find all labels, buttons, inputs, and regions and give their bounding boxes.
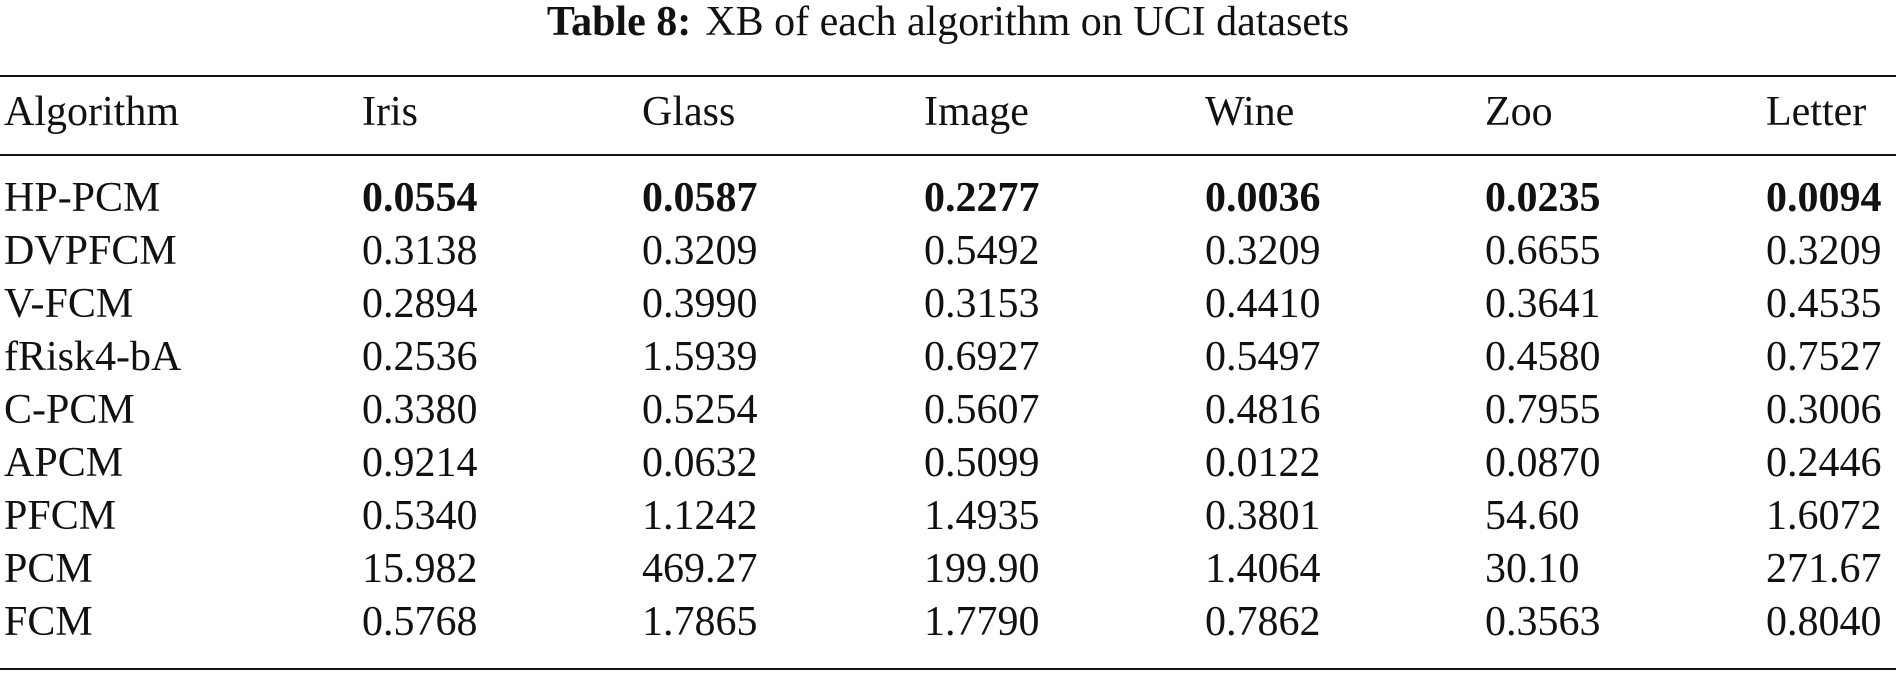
table-cell: 0.5340 xyxy=(362,493,478,539)
caption-label: Table 8: xyxy=(546,0,692,45)
table-cell: 0.2277 xyxy=(924,175,1040,221)
table-cell: 0.9214 xyxy=(362,440,478,486)
table-cell: 0.0122 xyxy=(1205,440,1321,486)
header-cell: Zoo xyxy=(1485,89,1553,135)
table-cell: 0.6655 xyxy=(1485,228,1601,274)
bottom-rule xyxy=(0,668,1896,670)
table-cell: 0.4580 xyxy=(1485,334,1601,380)
table-cell: 0.2536 xyxy=(362,334,478,380)
table-cell: 0.5497 xyxy=(1205,334,1321,380)
header-cell: Wine xyxy=(1205,89,1295,135)
table-cell: 0.4816 xyxy=(1205,387,1321,433)
table-cell: 54.60 xyxy=(1485,493,1580,539)
table-cell: 1.1242 xyxy=(642,493,758,539)
row-label: HP-PCM xyxy=(4,175,161,221)
table-cell: 0.4410 xyxy=(1205,281,1321,327)
header-cell: Glass xyxy=(642,89,736,135)
table-cell: 1.4064 xyxy=(1205,546,1321,592)
table-cell: 0.0235 xyxy=(1485,175,1601,221)
table-cell: 1.4935 xyxy=(924,493,1040,539)
table-cell: 0.5768 xyxy=(362,599,478,645)
table-cell: 0.4535 xyxy=(1766,281,1882,327)
table-cell: 1.7865 xyxy=(642,599,758,645)
table-cell: 30.10 xyxy=(1485,546,1580,592)
table-cell: 15.982 xyxy=(362,546,478,592)
table-cell: 0.0036 xyxy=(1205,175,1321,221)
header-cell: Iris xyxy=(362,89,418,135)
table-cell: 0.3563 xyxy=(1485,599,1601,645)
table-cell: 0.0587 xyxy=(642,175,758,221)
table-cell: 0.7955 xyxy=(1485,387,1601,433)
header-cell: Letter xyxy=(1766,89,1867,135)
table-cell: 0.2894 xyxy=(362,281,478,327)
table-cell: 0.3641 xyxy=(1485,281,1601,327)
table-cell: 0.2446 xyxy=(1766,440,1882,486)
table-cell: 0.0094 xyxy=(1766,175,1882,221)
caption-text: XB of each algorithm on UCI datasets xyxy=(705,0,1350,45)
table-cell: 0.0870 xyxy=(1485,440,1601,486)
header-rule xyxy=(0,154,1896,156)
row-label: DVPFCM xyxy=(4,228,177,274)
table-cell: 0.0632 xyxy=(642,440,758,486)
header-cell: Algorithm xyxy=(4,89,179,135)
table-cell: 1.5939 xyxy=(642,334,758,380)
table-cell: 0.3801 xyxy=(1205,493,1321,539)
caption: Table 8: XB of each algorithm on UCI data… xyxy=(0,0,1896,44)
table-cell: 199.90 xyxy=(924,546,1040,592)
row-label: APCM xyxy=(4,440,124,486)
table-cell: 0.5492 xyxy=(924,228,1040,274)
table-cell: 0.3006 xyxy=(1766,387,1882,433)
row-label: FCM xyxy=(4,599,93,645)
table-cell: 1.6072 xyxy=(1766,493,1882,539)
table-cell: 0.8040 xyxy=(1766,599,1882,645)
table-cell: 0.3380 xyxy=(362,387,478,433)
table-cell: 0.5607 xyxy=(924,387,1040,433)
table-cell: 0.3138 xyxy=(362,228,478,274)
row-label: PFCM xyxy=(4,493,117,539)
table-cell: 0.0554 xyxy=(362,175,478,221)
table-cell: 0.7527 xyxy=(1766,334,1882,380)
table-cell: 469.27 xyxy=(642,546,758,592)
table-cell: 0.3153 xyxy=(924,281,1040,327)
row-label: PCM xyxy=(4,546,93,592)
table-cell: 1.7790 xyxy=(924,599,1040,645)
top-rule xyxy=(0,75,1896,77)
table-cell: 0.3209 xyxy=(1205,228,1321,274)
table-cell: 0.3209 xyxy=(1766,228,1882,274)
row-label: V-FCM xyxy=(4,281,134,327)
row-label: fRisk4-bA xyxy=(4,334,182,380)
row-label: C-PCM xyxy=(4,387,135,433)
table-cell: 0.7862 xyxy=(1205,599,1321,645)
table-cell: 0.5254 xyxy=(642,387,758,433)
table-cell: 271.67 xyxy=(1766,546,1882,592)
header-cell: Image xyxy=(924,89,1029,135)
table-cell: 0.5099 xyxy=(924,440,1040,486)
table-cell: 0.3990 xyxy=(642,281,758,327)
table-cell: 0.6927 xyxy=(924,334,1040,380)
table-cell: 0.3209 xyxy=(642,228,758,274)
